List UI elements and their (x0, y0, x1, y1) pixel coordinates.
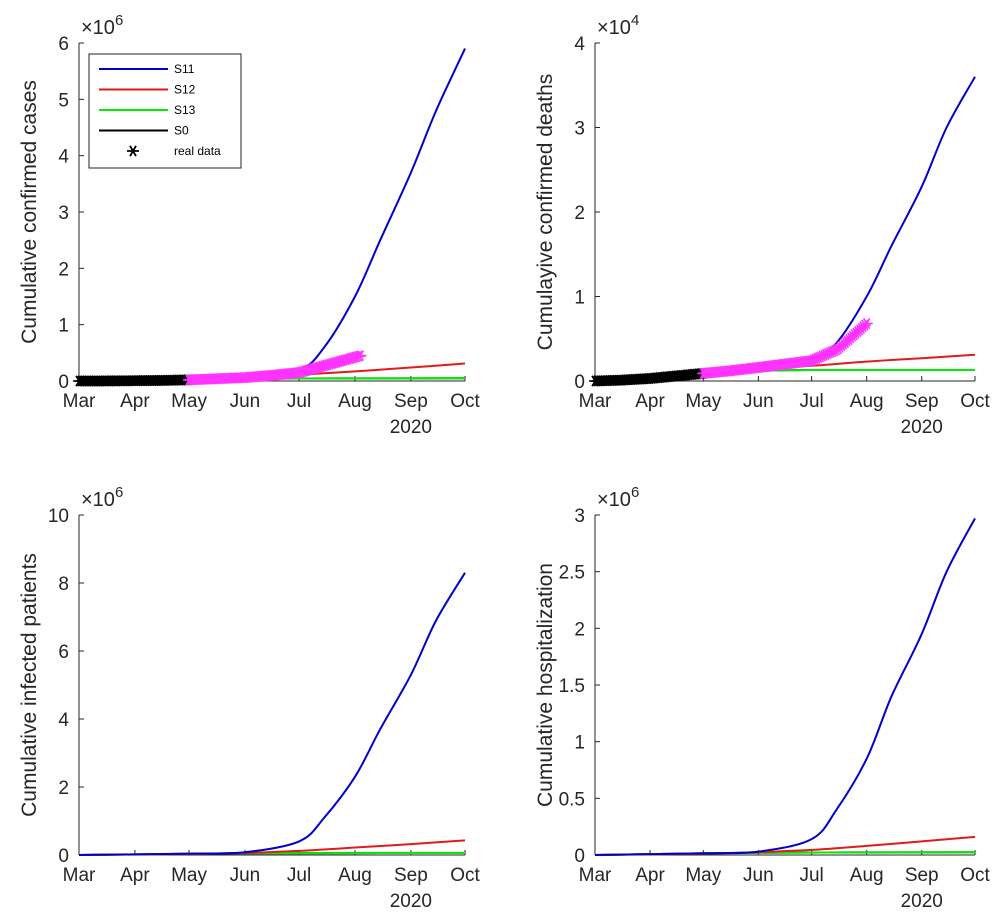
y-tick-label: 2 (574, 619, 585, 640)
y-tick-label: 6 (58, 642, 69, 663)
x-tick-label: Oct (450, 391, 480, 412)
x-tick-label: May (171, 865, 207, 886)
x-tick-label: Jun (743, 391, 774, 412)
y-tick-label: 0 (58, 846, 69, 867)
x-tick-label: Aug (338, 391, 372, 412)
y-axis-label: Cumulayive confirmed deaths (534, 74, 557, 351)
x-tick-label: Sep (394, 865, 428, 886)
x-tick-label: Sep (905, 865, 939, 886)
y-tick-label: 1 (574, 288, 585, 309)
x-tick-label: Sep (905, 391, 939, 412)
y-exponent: ×104 (597, 12, 639, 39)
y-axis-label: Cumulative confirmed cases (18, 80, 41, 344)
y-axis-label: Cumulative hospitalization (534, 563, 557, 807)
x-tick-label: Jun (230, 391, 261, 412)
legend-swatch-real-data (127, 145, 139, 157)
y-tick-label: 1 (58, 316, 69, 337)
y-tick-label: 2 (574, 203, 585, 224)
x-axis-year-label: 2020 (390, 417, 432, 438)
x-tick-label: Mar (63, 865, 96, 886)
x-tick-label: Jul (799, 391, 823, 412)
real-data-point (860, 317, 873, 330)
panel-4: Mar Apr May Jun Jul Aug Sep Oct 2020 0 0.5 1 1.5 2 2.5… (534, 484, 990, 912)
x-tick-label: Apr (120, 865, 150, 886)
x-axis-year-label: 2020 (901, 891, 943, 912)
panel-1: Mar Apr May Jun Jul Aug Sep Oct 2020 0 1 2 3 4 5 6 ×106 C… (18, 12, 480, 438)
x-tick-label: Aug (850, 391, 884, 412)
series-line-s11 (594, 76, 976, 382)
y-tick-label: 2 (58, 259, 69, 280)
x-tick-label: Apr (635, 865, 665, 886)
x-tick-label: Jun (743, 865, 774, 886)
legend-label: S13 (174, 103, 196, 117)
x-tick-label: Jun (230, 865, 261, 886)
legend-label: real data (174, 144, 221, 158)
y-tick-label: 4 (574, 34, 585, 55)
x-tick-label: Sep (394, 391, 428, 412)
series-line-s11 (594, 517, 976, 856)
x-tick-label: Aug (338, 865, 372, 886)
y-tick-label: 1.5 (559, 676, 585, 697)
x-tick-label: Oct (960, 391, 990, 412)
y-tick-label: 0 (574, 372, 585, 393)
x-tick-label: Apr (635, 391, 665, 412)
y-tick-label: 8 (58, 574, 69, 595)
x-tick-label: Oct (960, 865, 990, 886)
y-tick-label: 0 (58, 372, 69, 393)
series-line-s11 (78, 572, 466, 856)
y-tick-label: 3 (58, 203, 69, 224)
y-axis-label: Cumulative infected patients (18, 553, 41, 817)
x-tick-label: May (685, 391, 721, 412)
y-tick-label: 2.5 (559, 563, 585, 584)
x-tick-label: Mar (63, 391, 96, 412)
real-data-point (354, 350, 367, 362)
y-exponent: ×106 (81, 484, 123, 511)
y-tick-label: 0 (574, 846, 585, 867)
panel-2: Mar Apr May Jun Jul Aug Sep Oct 2020 0 1 2 3 4 ×104 Cum… (534, 12, 990, 438)
panel-3: Mar Apr May Jun Jul Aug Sep Oct 2020 0 2 4 6 8 10 ×106 C… (18, 484, 480, 912)
x-tick-label: Jul (287, 865, 311, 886)
x-tick-label: Mar (579, 865, 612, 886)
y-tick-label: 4 (58, 147, 69, 168)
x-tick-label: May (171, 391, 207, 412)
y-tick-label: 0.5 (559, 789, 585, 810)
y-tick-label: 10 (48, 506, 69, 527)
y-tick-label: 3 (574, 119, 585, 140)
y-tick-label: 1 (574, 733, 585, 754)
x-tick-label: Mar (579, 391, 612, 412)
x-axis-year-label: 2020 (390, 891, 432, 912)
y-tick-label: 5 (58, 90, 69, 111)
x-axis-year-label: 2020 (901, 417, 943, 438)
x-tick-label: Jul (287, 391, 311, 412)
x-tick-label: Jul (799, 865, 823, 886)
legend-label: S12 (174, 83, 196, 97)
x-tick-label: Apr (120, 391, 150, 412)
y-tick-label: 4 (58, 710, 69, 731)
legend-label: S11 (174, 62, 195, 76)
legend: S11 S12 S13 S0 real data (88, 53, 242, 169)
x-tick-label: Aug (850, 865, 884, 886)
y-exponent: ×106 (81, 12, 123, 39)
y-tick-label: 6 (58, 34, 69, 55)
x-tick-label: May (685, 865, 721, 886)
y-tick-label: 3 (574, 506, 585, 527)
y-exponent: ×106 (597, 484, 639, 511)
legend-label: S0 (174, 124, 189, 138)
x-tick-label: Oct (450, 865, 480, 886)
y-tick-label: 2 (58, 778, 69, 799)
